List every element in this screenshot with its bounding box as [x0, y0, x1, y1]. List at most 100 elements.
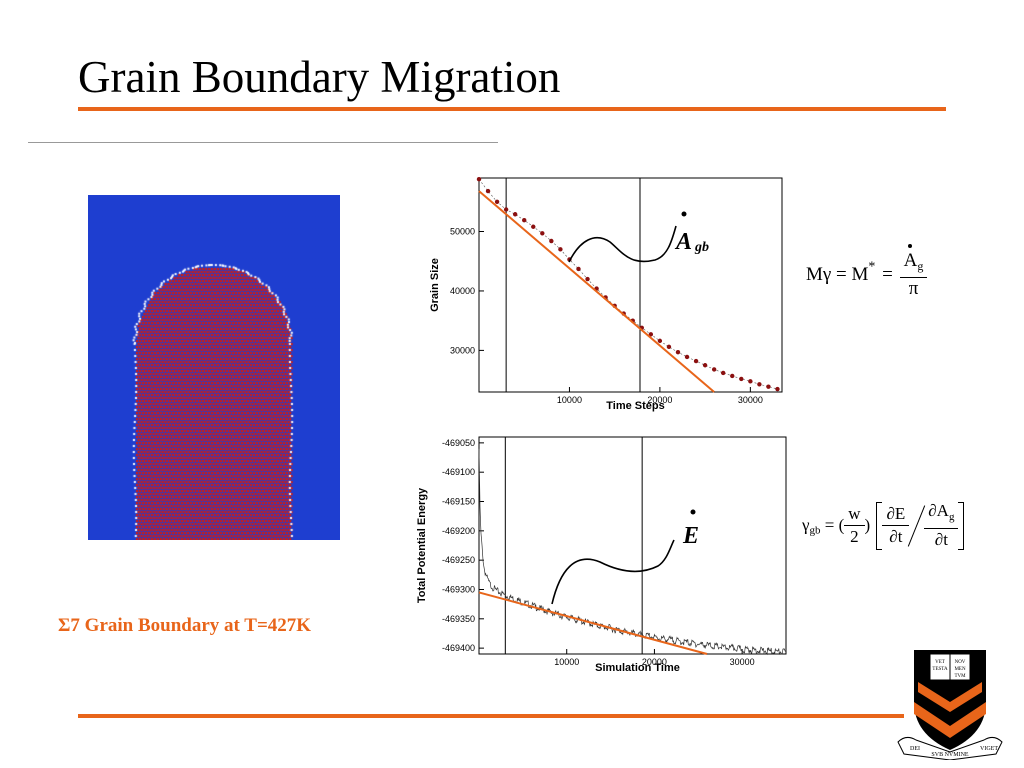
data-point — [558, 247, 563, 252]
data-point — [512, 212, 518, 217]
data-point — [684, 354, 690, 360]
eq1-num-sub: g — [917, 259, 924, 273]
logo-book-text-3: TESTA — [932, 667, 948, 672]
dot-accent-bottom — [690, 509, 696, 515]
x-tick-label: 30000 — [738, 395, 763, 405]
y-tick-label: -469300 — [442, 584, 475, 594]
y-tick-label: -469150 — [442, 497, 475, 507]
eq2-dA: ∂A — [928, 501, 949, 520]
data-point — [721, 370, 726, 376]
annotation-A-subscript: gb — [694, 240, 709, 255]
eq2-w: w — [844, 503, 865, 526]
y-tick-label: -469350 — [442, 614, 475, 624]
gamma-equation: γgb = (w 2) ∂E ∂t ∂Ag ∂t — [802, 500, 965, 551]
y-tick-label: -469400 — [442, 643, 475, 653]
logo-book-text-5: TVM — [954, 674, 966, 679]
x-tick-label: 20000 — [642, 657, 667, 667]
eq1-lhs: Mγ = M — [806, 264, 869, 285]
logo-book-text-4: MEN — [954, 667, 966, 672]
data-point — [522, 218, 527, 223]
data-point — [693, 358, 699, 364]
y-axis-label: Total Potential Energy — [416, 487, 428, 603]
x-tick-label: 20000 — [647, 395, 672, 405]
eq2-slash — [908, 504, 926, 547]
y-tick-label: 40000 — [450, 286, 475, 296]
eq2-dE: ∂E — [882, 503, 910, 526]
x-tick-label: 10000 — [557, 395, 582, 405]
logo-motto-left: DEI — [910, 746, 920, 752]
eq1-equals: = — [882, 264, 893, 285]
data-point — [494, 199, 500, 204]
eq1-num-main: A — [903, 244, 918, 271]
annotation-curve-top — [568, 225, 677, 263]
eq1-fraction: Ag π — [899, 244, 928, 300]
grain-simulation-image — [88, 195, 340, 540]
linear-fit-line — [478, 190, 715, 393]
data-point — [702, 363, 708, 368]
linear-fit-line — [478, 591, 708, 655]
eq1-star: * — [868, 259, 876, 275]
x-tick-label: 30000 — [730, 657, 755, 667]
data-point — [576, 266, 581, 272]
logo-book-text-2: NOV — [955, 660, 966, 665]
data-point — [503, 207, 509, 212]
data-point — [549, 238, 554, 244]
y-tick-label: -469050 — [442, 438, 475, 448]
logo-book-text-1: VET — [935, 660, 945, 665]
footer-rule — [78, 714, 904, 718]
data-point — [531, 224, 536, 229]
energy-trace — [478, 448, 787, 656]
grain-size-trace — [478, 179, 778, 390]
data-point — [540, 231, 545, 236]
slide-title: Grain Boundary Migration — [78, 52, 561, 102]
data-point — [730, 373, 735, 379]
eq1-denominator: π — [908, 278, 919, 299]
eq2-dt2: ∂t — [934, 530, 948, 549]
eq2-two: 2 — [850, 527, 859, 546]
annotation-A-label: A — [674, 229, 692, 255]
y-tick-label: -469250 — [442, 555, 475, 565]
x-tick-label: 10000 — [554, 657, 579, 667]
logo-motto-right: VIGET — [980, 746, 998, 752]
plot-frame-2 — [478, 436, 787, 655]
figure-caption: Σ7 Grain Boundary at T=427K — [58, 615, 312, 636]
data-point — [757, 382, 762, 387]
divider-line — [28, 142, 498, 143]
eq1-numerator: Ag — [899, 244, 928, 278]
eq2-bracket-left — [876, 501, 883, 550]
data-point — [739, 376, 744, 382]
data-point — [711, 367, 717, 372]
data-point — [585, 276, 590, 282]
eq2-gamma: γ — [802, 515, 810, 535]
x-axis-label: Simulation Time — [595, 662, 680, 674]
eq2-dE-frac: ∂E ∂t — [882, 503, 910, 548]
x-axis-label: Time Steps — [606, 400, 665, 412]
annotation-curve-bottom — [551, 539, 675, 605]
title-underline — [78, 107, 946, 111]
princeton-shield-logo: VET NOV TESTA MEN TVM DEI SVB NVMINE VIG… — [897, 650, 1003, 760]
y-tick-label: 30000 — [450, 345, 475, 355]
eq2-dA-sub: g — [948, 511, 955, 523]
dot-accent-top — [681, 211, 687, 217]
data-point — [476, 176, 482, 182]
data-point — [675, 349, 681, 355]
y-tick-label: -469100 — [442, 467, 475, 477]
eq2-close: ) — [864, 515, 871, 535]
annotation-E-label: E — [682, 523, 699, 549]
eq2-mid: = ( — [824, 515, 845, 535]
eq2-dA-frac: ∂Ag ∂t — [924, 500, 959, 551]
data-point — [657, 338, 663, 344]
y-tick-label: -469200 — [442, 526, 475, 536]
mobility-equation: Mγ = M* = Ag π — [806, 244, 928, 300]
data-point — [748, 379, 753, 384]
data-point — [666, 344, 672, 350]
eq2-bracket-right — [958, 501, 965, 550]
eq2-dt1: ∂t — [889, 527, 903, 546]
data-point — [766, 384, 771, 389]
eq2-dA-num: ∂Ag — [924, 500, 959, 529]
logo-motto-center: SVB NVMINE — [931, 752, 969, 758]
eq2-gamma-sub: gb — [809, 524, 821, 537]
plot-frame-1 — [478, 177, 783, 393]
